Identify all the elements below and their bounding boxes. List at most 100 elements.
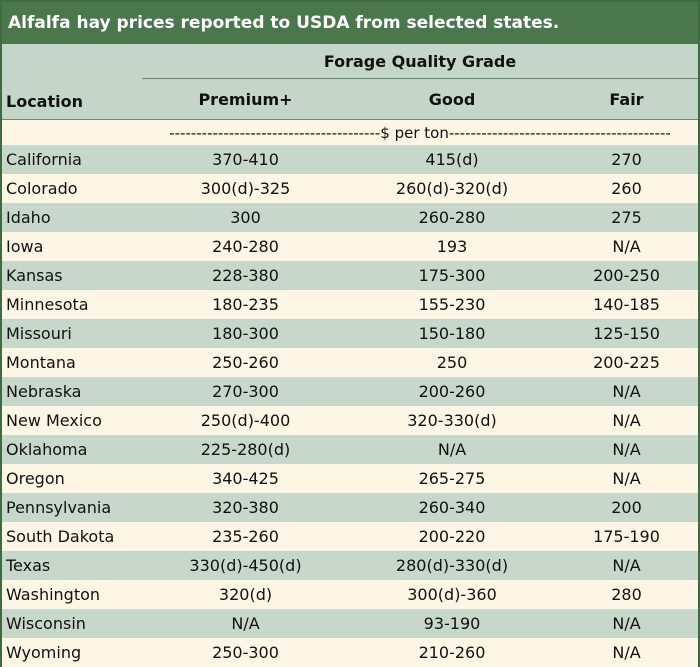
good-price-cell: 93-190 [349,609,555,638]
fair-price-cell: N/A [555,464,698,493]
location-cell: New Mexico [2,406,142,435]
fair-price-cell: 175-190 [555,522,698,551]
fair-price-cell: 200 [555,493,698,522]
table-row: Kansas 228-380 175-300 200-250 [2,261,698,290]
good-price-cell: N/A [349,435,555,464]
premium-price-cell: N/A [142,609,349,638]
unit-label: ---------------------------------------$… [142,119,698,145]
good-price-cell: 200-220 [349,522,555,551]
fair-price-cell: N/A [555,435,698,464]
location-cell: Oklahoma [2,435,142,464]
good-column-header: Good [349,78,555,120]
good-price-cell: 260-340 [349,493,555,522]
premium-price-cell: 240-280 [142,232,349,261]
good-price-cell: 280(d)-330(d) [349,551,555,580]
good-price-cell: 155-230 [349,290,555,319]
table-row: Texas 330(d)-450(d) 280(d)-330(d) N/A [2,551,698,580]
location-header: Location [2,44,142,120]
good-price-cell: 175-300 [349,261,555,290]
fair-price-cell: N/A [555,232,698,261]
header-row-columns: Premium+ Good Fair [2,78,698,120]
table-row: Oklahoma 225-280(d) N/A N/A [2,435,698,464]
forage-quality-grade-header: Forage Quality Grade [142,44,698,79]
location-cell: Texas [2,551,142,580]
premium-price-cell: 235-260 [142,522,349,551]
premium-price-cell: 180-235 [142,290,349,319]
good-price-cell: 265-275 [349,464,555,493]
premium-price-cell: 300 [142,203,349,232]
table-row: Wisconsin N/A 93-190 N/A [2,609,698,638]
location-cell: Nebraska [2,377,142,406]
premium-price-cell: 330(d)-450(d) [142,551,349,580]
fair-price-cell: 140-185 [555,290,698,319]
premium-column-header: Premium+ [142,78,349,120]
table-row: South Dakota 235-260 200-220 175-190 [2,522,698,551]
fair-price-cell: 280 [555,580,698,609]
premium-price-cell: 300(d)-325 [142,174,349,203]
location-cell: Iowa [2,232,142,261]
fair-price-cell: 125-150 [555,319,698,348]
table-row: Washington 320(d) 300(d)-360 280 [2,580,698,609]
good-price-cell: 150-180 [349,319,555,348]
fair-price-cell: 270 [555,145,698,174]
good-price-cell: 300(d)-360 [349,580,555,609]
unit-row: ---------------------------------------$… [2,119,698,145]
location-cell: Minnesota [2,290,142,319]
good-price-cell: 415(d) [349,145,555,174]
table-row: California 370-410 415(d) 270 [2,145,698,174]
location-cell: Wyoming [2,638,142,667]
price-table: Location Forage Quality Grade Premium+ G… [2,44,698,667]
premium-price-cell: 250(d)-400 [142,406,349,435]
premium-price-cell: 250-260 [142,348,349,377]
good-price-cell: 260(d)-320(d) [349,174,555,203]
fair-price-cell: N/A [555,551,698,580]
premium-price-cell: 370-410 [142,145,349,174]
fair-price-cell: N/A [555,638,698,667]
location-cell: Kansas [2,261,142,290]
fair-price-cell: N/A [555,609,698,638]
table-row: New Mexico 250(d)-400 320-330(d) N/A [2,406,698,435]
location-cell: Washington [2,580,142,609]
location-cell: South Dakota [2,522,142,551]
premium-price-cell: 270-300 [142,377,349,406]
table-row: Minnesota 180-235 155-230 140-185 [2,290,698,319]
table-row: Colorado 300(d)-325 260(d)-320(d) 260 [2,174,698,203]
table-row: Iowa 240-280 193 N/A [2,232,698,261]
table-row: Idaho 300 260-280 275 [2,203,698,232]
good-price-cell: 200-260 [349,377,555,406]
premium-price-cell: 225-280(d) [142,435,349,464]
table-row: Oregon 340-425 265-275 N/A [2,464,698,493]
premium-price-cell: 340-425 [142,464,349,493]
fair-price-cell: 275 [555,203,698,232]
location-cell: California [2,145,142,174]
table-title: Alfalfa hay prices reported to USDA from… [2,2,698,44]
good-price-cell: 250 [349,348,555,377]
location-cell: Idaho [2,203,142,232]
location-cell: Pennsylvania [2,493,142,522]
location-cell: Oregon [2,464,142,493]
fair-price-cell: N/A [555,377,698,406]
table-row: Montana 250-260 250 200-225 [2,348,698,377]
premium-price-cell: 250-300 [142,638,349,667]
header-row-group: Location Forage Quality Grade [2,44,698,120]
good-price-cell: 260-280 [349,203,555,232]
fair-column-header: Fair [555,78,698,120]
fair-price-cell: 260 [555,174,698,203]
premium-price-cell: 320(d) [142,580,349,609]
table-row: Missouri 180-300 150-180 125-150 [2,319,698,348]
fair-price-cell: 200-225 [555,348,698,377]
location-cell: Montana [2,348,142,377]
good-price-cell: 193 [349,232,555,261]
premium-price-cell: 320-380 [142,493,349,522]
fair-price-cell: 200-250 [555,261,698,290]
table-row: Pennsylvania 320-380 260-340 200 [2,493,698,522]
fair-price-cell: N/A [555,406,698,435]
good-price-cell: 210-260 [349,638,555,667]
premium-price-cell: 228-380 [142,261,349,290]
table-row: Wyoming 250-300 210-260 N/A [2,638,698,667]
good-price-cell: 320-330(d) [349,406,555,435]
premium-price-cell: 180-300 [142,319,349,348]
location-cell: Colorado [2,174,142,203]
location-cell: Wisconsin [2,609,142,638]
